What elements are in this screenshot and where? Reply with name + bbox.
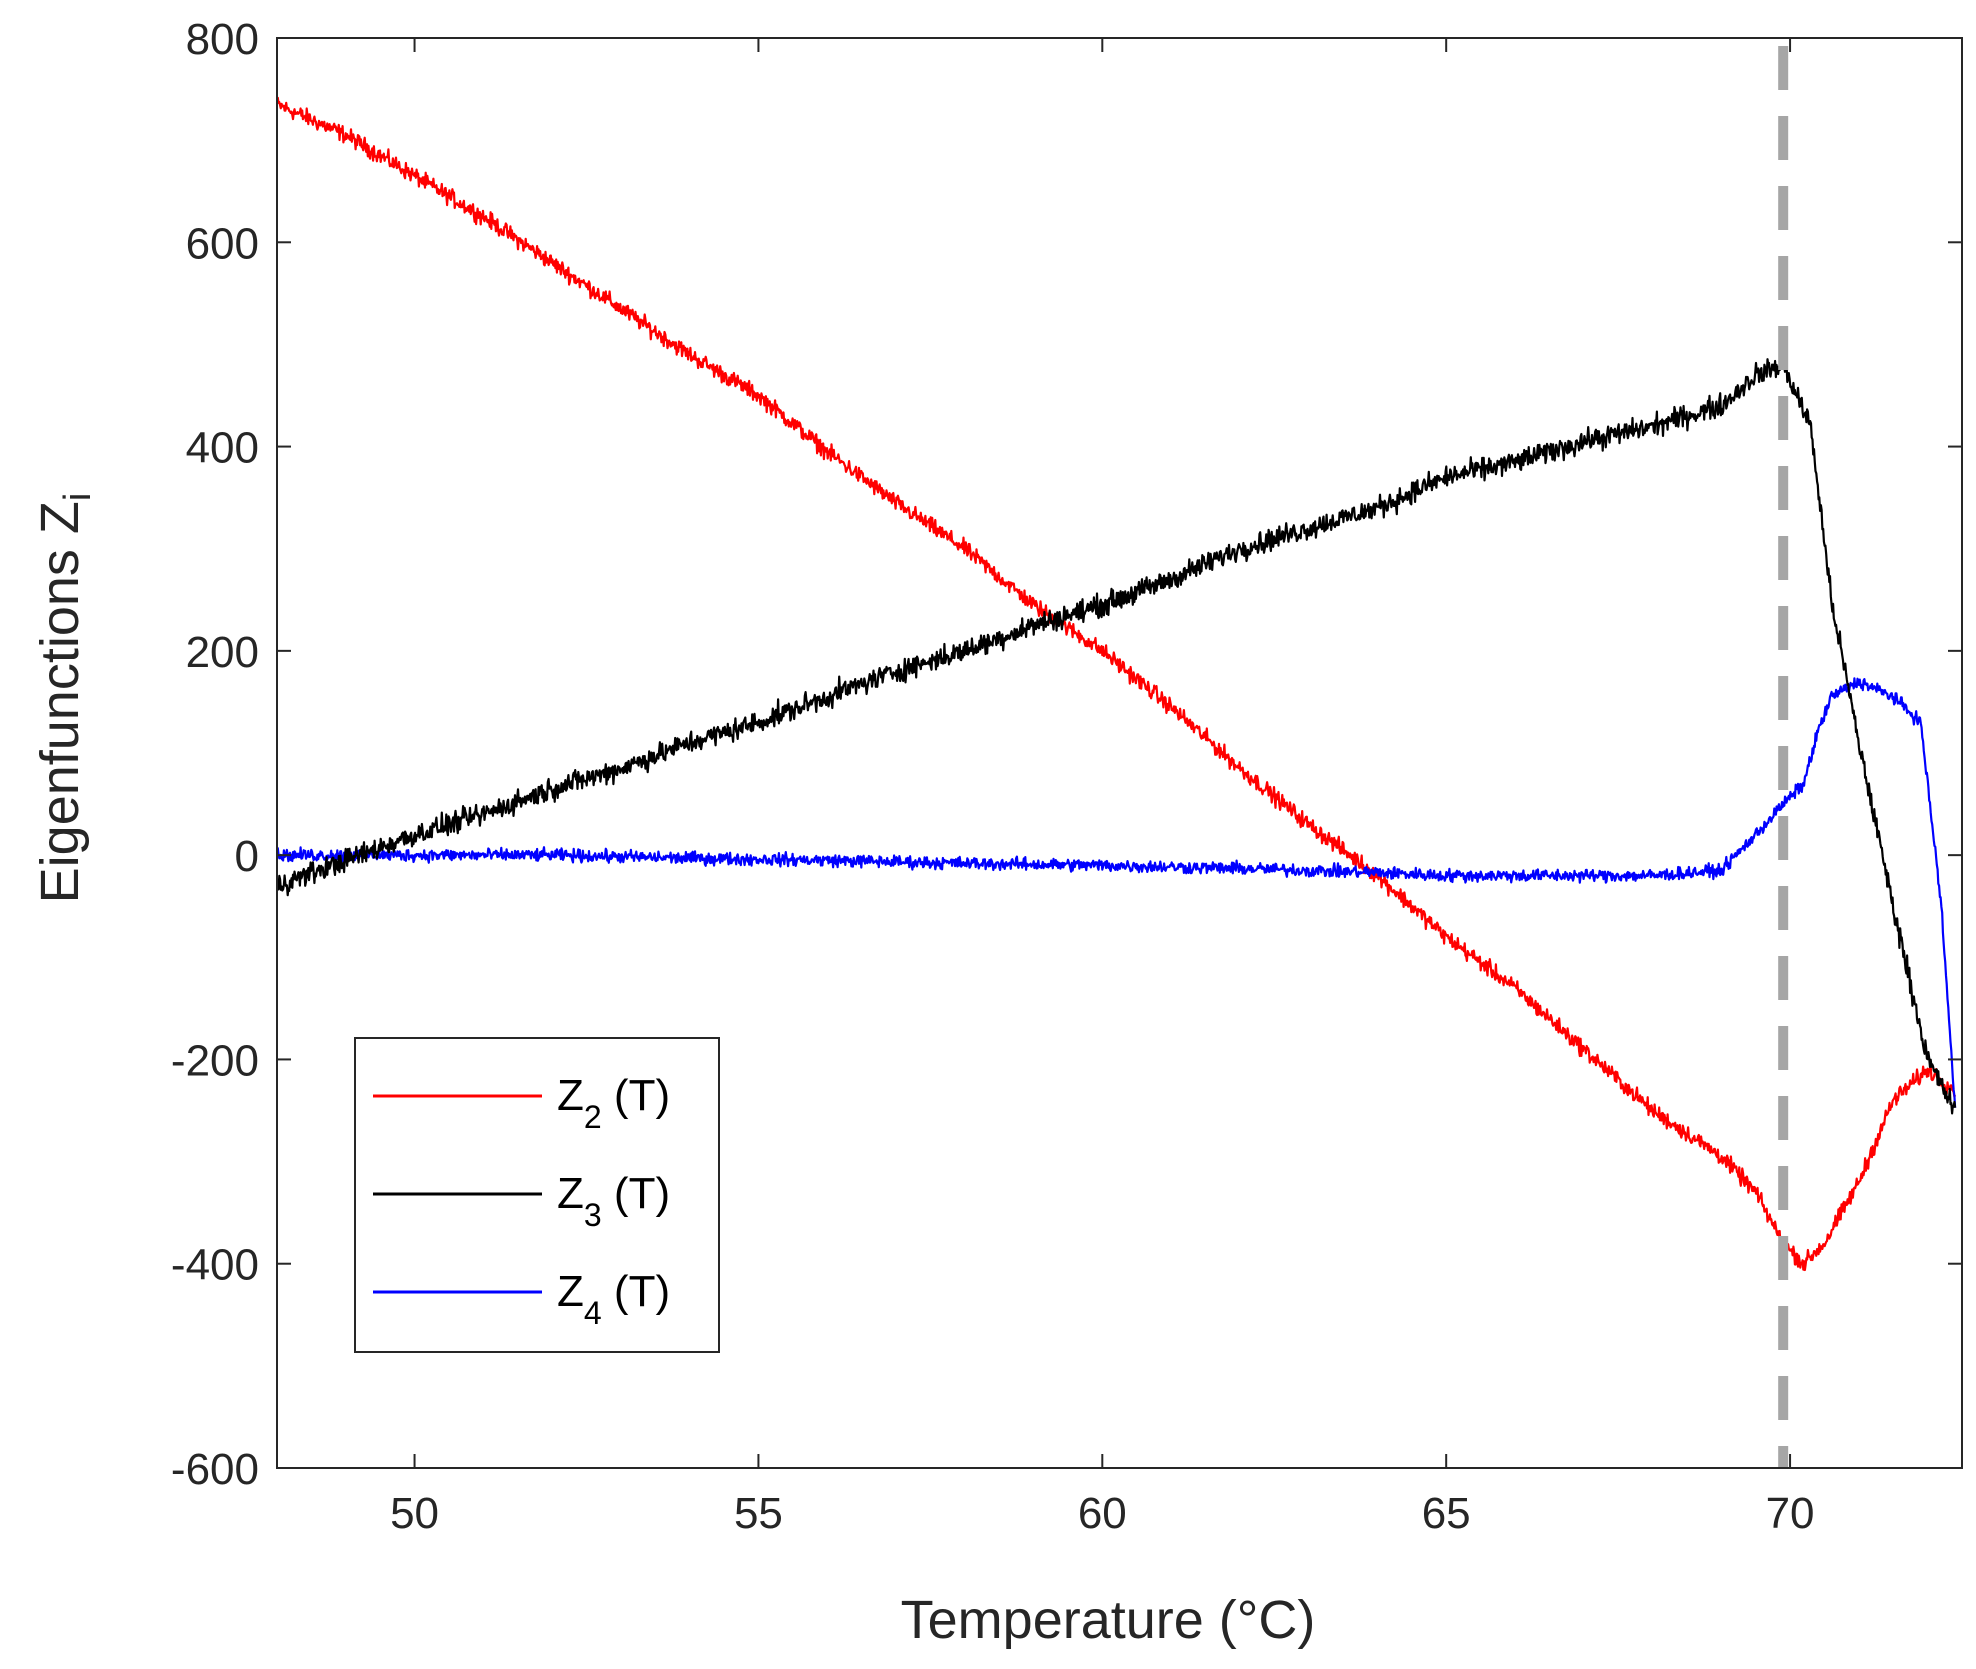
y-axis: -600 -400 -200 0 200 400 600 800 (171, 15, 1962, 1494)
y-tick-label: 800 (186, 15, 259, 64)
x-tick-label: 60 (1078, 1489, 1127, 1538)
x-axis: 50 55 60 65 70 (390, 38, 1815, 1538)
legend-label-suffix: (T) (602, 1267, 670, 1316)
legend-label-subscript: 3 (584, 1197, 602, 1233)
series-line-z2 (277, 96, 1957, 1272)
axes-box (276, 37, 1963, 1469)
series-layer (277, 96, 1957, 1272)
legend-label-z2: Z2 (T) (557, 1071, 670, 1135)
y-tick-label: -400 (171, 1241, 259, 1290)
x-tick-label: 55 (734, 1489, 783, 1538)
y-tick-label: -600 (171, 1445, 259, 1494)
y-tick-label: 400 (186, 424, 259, 473)
legend-label-z3: Z3 (T) (557, 1169, 670, 1233)
legend-label-subscript: 2 (584, 1099, 602, 1135)
legend-label-main: Z (557, 1071, 584, 1120)
axes-layer (276, 37, 1963, 1469)
y-tick-label: -200 (171, 1036, 259, 1085)
x-tick-label: 50 (390, 1489, 439, 1538)
y-axis-title: Eigenfunctions Zi (30, 493, 99, 904)
x-axis-title: Temperature (°C) (901, 1590, 1316, 1650)
series-line-z4 (277, 677, 1957, 1108)
x-tick-label: 70 (1766, 1489, 1815, 1538)
legend: Z2 (T)Z3 (T)Z4 (T) (354, 1037, 720, 1353)
legend-label-suffix: (T) (602, 1169, 670, 1218)
y-tick-label: 0 (235, 832, 259, 881)
y-axis-title-subscript: i (57, 493, 99, 501)
legend-label-suffix: (T) (602, 1071, 670, 1120)
y-axis-title-main: Eigenfunctions Z (30, 501, 90, 903)
legend-label-main: Z (557, 1267, 584, 1316)
legend-label-main: Z (557, 1169, 584, 1218)
legend-label-z4: Z4 (T) (557, 1267, 670, 1331)
x-tick-label: 65 (1422, 1489, 1471, 1538)
series-line-z3 (277, 358, 1957, 1115)
legend-label-subscript: 4 (584, 1295, 602, 1331)
y-tick-label: 600 (186, 219, 259, 268)
y-tick-label: 200 (186, 628, 259, 677)
